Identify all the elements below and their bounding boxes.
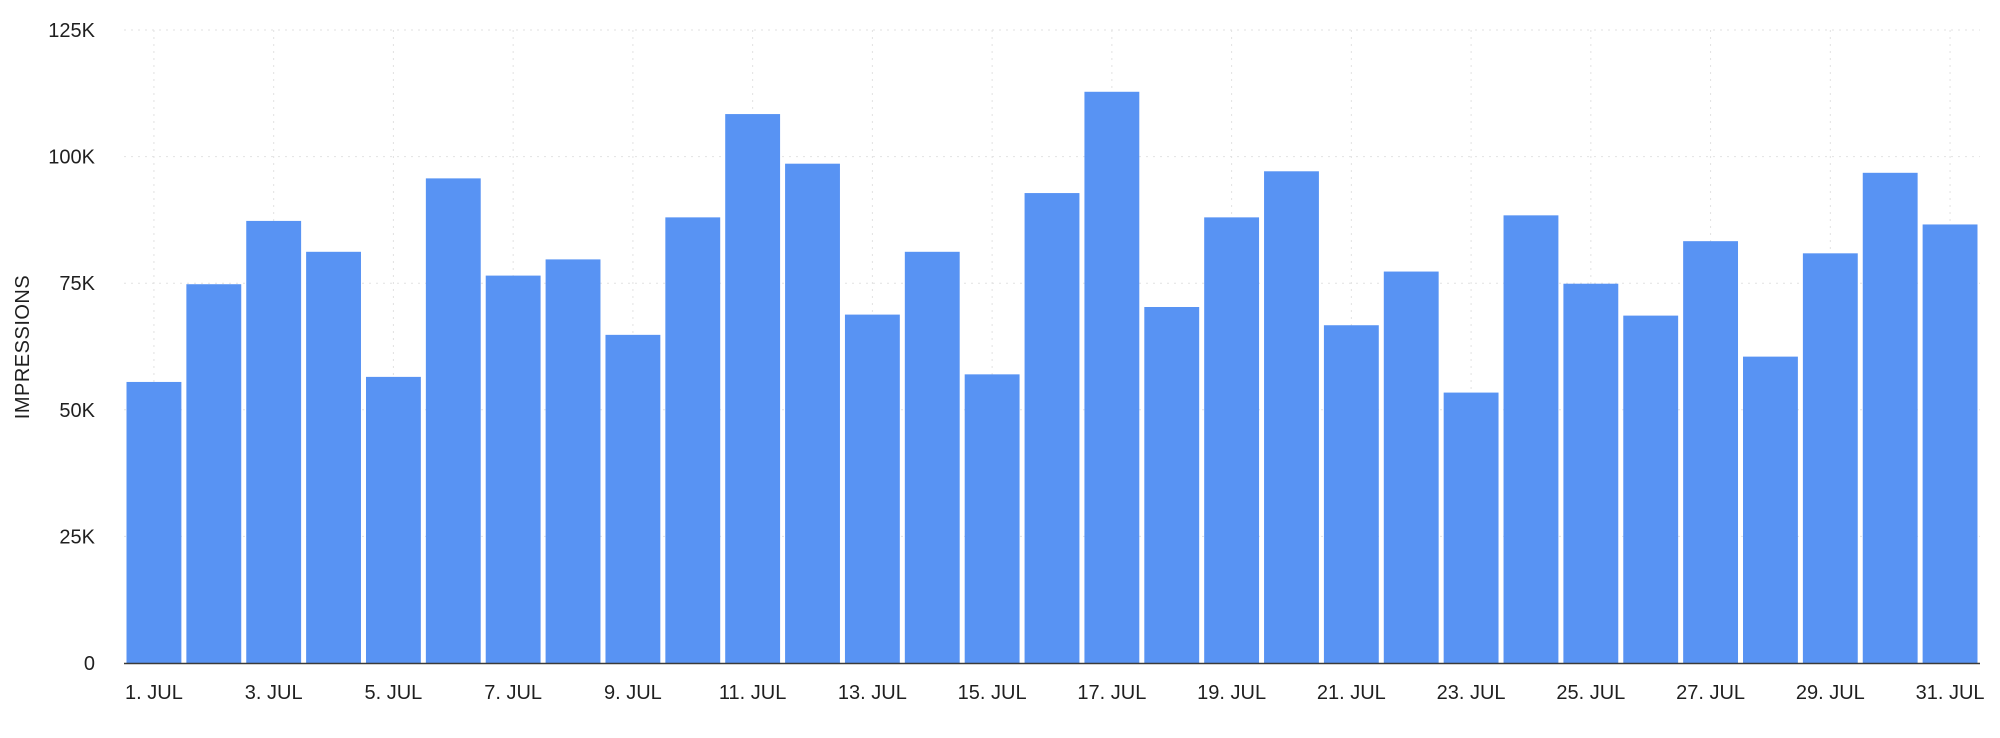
y-axis-tick-labels: 0 25K 50K 75K 100K 125K <box>48 20 95 675</box>
y-tick-label: 0 <box>84 653 95 675</box>
x-tick-label: 21. JUL <box>1317 682 1386 704</box>
x-tick-label: 7. JUL <box>484 682 542 704</box>
bar[interactable]: 10. JUL <box>665 217 721 664</box>
bar[interactable]: 23. JUL <box>1443 392 1499 663</box>
bar[interactable]: 22. JUL <box>1383 271 1439 663</box>
bar[interactable]: 8. JUL <box>545 259 601 663</box>
bar[interactable]: 1. JUL <box>126 381 182 663</box>
y-tick-label: 100K <box>48 147 95 169</box>
x-tick-label: 23. JUL <box>1437 682 1506 704</box>
bar[interactable]: 12. JUL <box>785 163 840 663</box>
x-tick-label: 3. JUL <box>245 682 303 704</box>
bar[interactable]: 27. JUL <box>1683 241 1739 663</box>
bar[interactable]: 30. JUL <box>1862 172 1918 663</box>
bar[interactable]: 26. JUL <box>1623 315 1679 663</box>
x-tick-label: 31. JUL <box>1916 682 1985 704</box>
bar[interactable]: 28. JUL <box>1743 356 1798 663</box>
bar[interactable]: 13. JUL <box>844 314 900 663</box>
x-axis-tick-labels: 1. JUL 3. JUL 5. JUL 7. JUL 9. JUL 11. JUL 13.… <box>125 682 1985 704</box>
y-tick-label: 75K <box>59 273 95 295</box>
x-tick-label: 13. JUL <box>838 682 907 704</box>
bar[interactable]: 20. JUL <box>1264 171 1319 664</box>
bar[interactable]: 15. JUL <box>964 374 1020 663</box>
bar[interactable]: 24. JUL <box>1503 215 1559 663</box>
bar[interactable]: 29. JUL <box>1802 253 1858 664</box>
bar[interactable]: 9. JUL <box>605 334 661 663</box>
x-tick-label: 9. JUL <box>604 682 662 704</box>
y-tick-label: 125K <box>48 20 95 42</box>
bar[interactable]: 4. JUL <box>306 251 361 663</box>
bar[interactable]: 17. JUL <box>1084 91 1140 663</box>
x-tick-label: 11. JUL <box>719 682 786 704</box>
y-tick-label: 25K <box>59 526 95 548</box>
x-tick-label: 27. JUL <box>1676 682 1745 704</box>
x-tick-label: 1. JUL <box>125 682 183 704</box>
x-tick-label: 17. JUL <box>1077 682 1146 704</box>
bar[interactable]: 7. JUL <box>485 275 541 663</box>
y-axis-title: IMPRESSIONS <box>12 275 34 419</box>
x-tick-label: 5. JUL <box>365 682 423 704</box>
bar[interactable]: 3. JUL <box>246 220 302 664</box>
bar[interactable]: 14. JUL <box>904 251 960 663</box>
bar[interactable]: 25. JUL <box>1563 283 1619 663</box>
x-tick-label: 25. JUL <box>1556 682 1625 704</box>
x-tick-label: 15. JUL <box>958 682 1027 704</box>
bar[interactable]: 21. JUL <box>1323 325 1379 663</box>
y-tick-label: 50K <box>59 400 95 422</box>
bar[interactable]: 18. JUL <box>1144 307 1200 663</box>
bar[interactable]: 19. JUL <box>1204 217 1260 664</box>
x-tick-label: 29. JUL <box>1796 682 1865 704</box>
x-tick-label: 19. JUL <box>1197 682 1266 704</box>
bar[interactable]: 6. JUL <box>425 178 481 664</box>
bar[interactable]: 31. JUL <box>1922 224 1978 664</box>
bar[interactable]: 5. JUL <box>365 376 421 663</box>
bar[interactable]: 11. JUL <box>725 114 781 664</box>
bar[interactable]: 16. JUL <box>1024 193 1080 664</box>
bar[interactable]: 2. JUL <box>186 284 242 663</box>
